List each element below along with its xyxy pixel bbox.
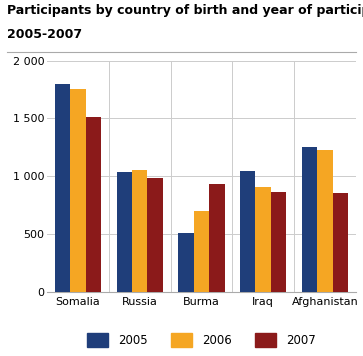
Text: 2005-2007: 2005-2007 — [7, 28, 82, 42]
Bar — [178, 234, 194, 292]
Bar — [256, 187, 271, 292]
Bar — [240, 171, 256, 292]
Legend: 2005, 2006, 2007: 2005, 2006, 2007 — [87, 333, 316, 347]
Bar — [302, 147, 317, 292]
Bar — [55, 84, 70, 292]
Bar — [132, 171, 147, 292]
Bar — [117, 172, 132, 292]
Bar — [194, 211, 209, 292]
Bar — [70, 89, 86, 292]
Bar — [333, 193, 348, 292]
Bar — [86, 117, 101, 292]
Bar — [271, 192, 286, 292]
Bar — [317, 150, 333, 292]
Text: Participants by country of birth and year of participation.: Participants by country of birth and yea… — [7, 4, 363, 17]
Bar — [209, 184, 225, 292]
Bar — [147, 178, 163, 292]
